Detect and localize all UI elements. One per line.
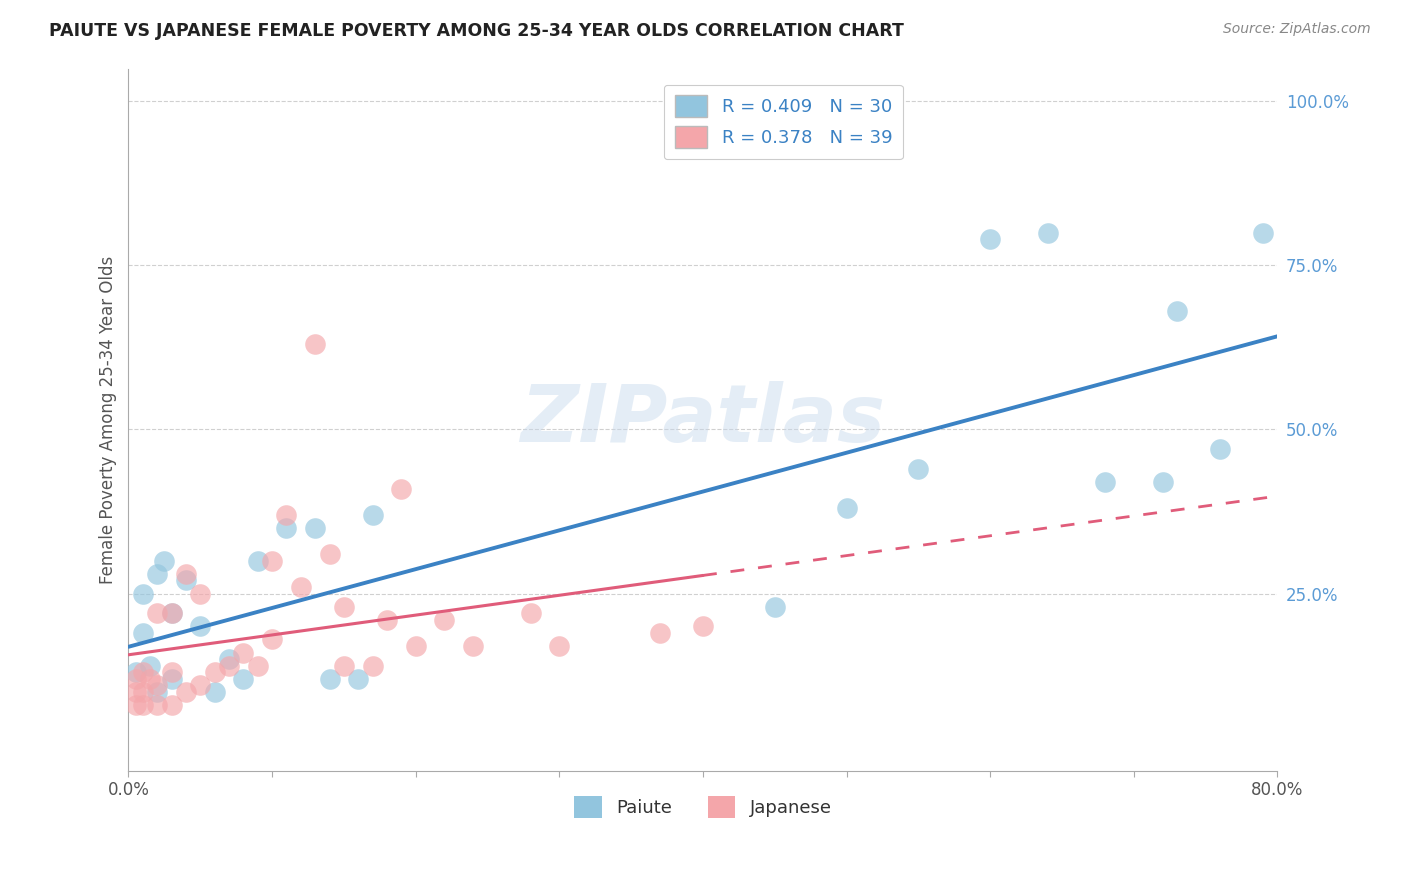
Point bbox=[304, 521, 326, 535]
Point bbox=[160, 672, 183, 686]
Y-axis label: Female Poverty Among 25-34 Year Olds: Female Poverty Among 25-34 Year Olds bbox=[100, 255, 117, 583]
Point bbox=[692, 619, 714, 633]
Point bbox=[1209, 442, 1232, 457]
Point bbox=[146, 678, 169, 692]
Point bbox=[124, 672, 146, 686]
Point bbox=[433, 613, 456, 627]
Point bbox=[124, 665, 146, 680]
Legend: Paiute, Japanese: Paiute, Japanese bbox=[567, 789, 839, 825]
Point bbox=[648, 626, 671, 640]
Point bbox=[160, 665, 183, 680]
Text: Source: ZipAtlas.com: Source: ZipAtlas.com bbox=[1223, 22, 1371, 37]
Point bbox=[463, 639, 485, 653]
Point bbox=[333, 658, 356, 673]
Point bbox=[1166, 304, 1188, 318]
Point bbox=[132, 626, 155, 640]
Point bbox=[174, 566, 197, 581]
Point bbox=[160, 606, 183, 620]
Point bbox=[218, 652, 240, 666]
Point bbox=[276, 508, 298, 522]
Point bbox=[304, 337, 326, 351]
Point bbox=[188, 619, 211, 633]
Point bbox=[1036, 226, 1059, 240]
Point bbox=[246, 554, 269, 568]
Point bbox=[318, 672, 340, 686]
Point bbox=[1094, 475, 1116, 489]
Point bbox=[290, 580, 312, 594]
Point bbox=[276, 521, 298, 535]
Point bbox=[333, 599, 356, 614]
Point bbox=[1251, 226, 1274, 240]
Point bbox=[132, 665, 155, 680]
Point bbox=[979, 232, 1001, 246]
Point bbox=[1152, 475, 1174, 489]
Point bbox=[204, 665, 226, 680]
Point bbox=[174, 685, 197, 699]
Point bbox=[139, 658, 162, 673]
Point bbox=[907, 462, 929, 476]
Point bbox=[262, 554, 284, 568]
Point bbox=[188, 678, 211, 692]
Point bbox=[318, 547, 340, 561]
Point bbox=[146, 566, 169, 581]
Point bbox=[124, 698, 146, 712]
Point bbox=[139, 672, 162, 686]
Point bbox=[548, 639, 571, 653]
Point bbox=[132, 685, 155, 699]
Point bbox=[389, 482, 412, 496]
Point bbox=[146, 606, 169, 620]
Point bbox=[132, 698, 155, 712]
Point bbox=[174, 574, 197, 588]
Point bbox=[835, 501, 858, 516]
Point bbox=[204, 685, 226, 699]
Point bbox=[361, 508, 384, 522]
Text: PAIUTE VS JAPANESE FEMALE POVERTY AMONG 25-34 YEAR OLDS CORRELATION CHART: PAIUTE VS JAPANESE FEMALE POVERTY AMONG … bbox=[49, 22, 904, 40]
Point bbox=[146, 698, 169, 712]
Point bbox=[124, 685, 146, 699]
Point bbox=[153, 554, 176, 568]
Point bbox=[246, 658, 269, 673]
Point bbox=[763, 599, 786, 614]
Point bbox=[218, 658, 240, 673]
Point bbox=[160, 606, 183, 620]
Point bbox=[188, 586, 211, 600]
Point bbox=[375, 613, 398, 627]
Point bbox=[132, 586, 155, 600]
Point bbox=[146, 685, 169, 699]
Point bbox=[361, 658, 384, 673]
Point bbox=[405, 639, 427, 653]
Point bbox=[262, 632, 284, 647]
Point bbox=[347, 672, 370, 686]
Point bbox=[160, 698, 183, 712]
Text: ZIPatlas: ZIPatlas bbox=[520, 381, 886, 458]
Point bbox=[519, 606, 541, 620]
Point bbox=[232, 646, 254, 660]
Point bbox=[232, 672, 254, 686]
